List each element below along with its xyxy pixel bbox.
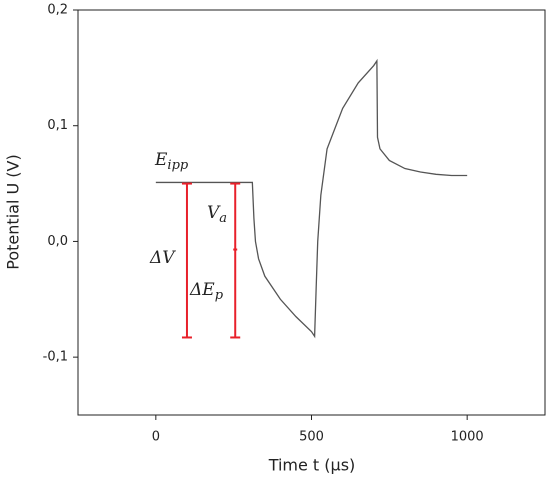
x-tick-label: 1000: [451, 430, 484, 445]
annotation: Eipp: [154, 150, 189, 173]
annotation-symbol: ΔE: [189, 280, 215, 300]
annotation: ΔV: [149, 248, 176, 268]
annotation-symbol: V: [207, 203, 221, 223]
plot-frame: [77, 9, 546, 416]
annotation-symbol: E: [154, 150, 168, 170]
annotation-symbol: ΔV: [149, 248, 176, 268]
y-axis-label: Potential U (V): [4, 154, 23, 269]
y-tick-label: -0,1: [43, 350, 68, 365]
y-tick-label: 0,1: [47, 118, 68, 133]
annotation: ΔEp: [189, 280, 224, 303]
annotation: Va: [207, 203, 227, 226]
x-tick-label: 0: [152, 430, 160, 445]
annotation-subscript: a: [219, 211, 227, 226]
annotation-subscript: p: [215, 288, 224, 303]
y-tick-label: 0,2: [47, 3, 68, 18]
x-tick-label: 500: [299, 430, 324, 445]
x-axis-label: Time t (µs): [268, 456, 356, 475]
data-line: [155, 58, 468, 339]
annotation-subscript: ipp: [167, 158, 188, 173]
y-tick-label: 0,0: [47, 234, 68, 249]
